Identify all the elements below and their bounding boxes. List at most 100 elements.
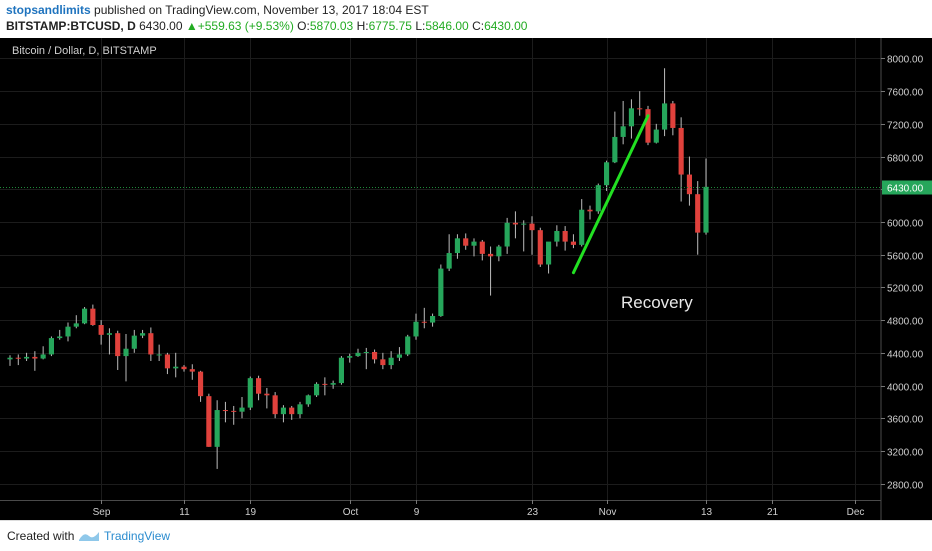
candle[interactable] [612,111,618,164]
candle[interactable] [388,351,394,370]
candle[interactable] [140,329,146,339]
candle[interactable] [504,217,510,254]
candle[interactable] [15,354,21,366]
candle[interactable] [247,376,253,411]
candle[interactable] [338,356,344,385]
candle[interactable] [479,239,485,261]
candle[interactable] [554,225,560,247]
candle[interactable] [363,347,369,370]
candle[interactable] [40,346,46,360]
candle[interactable] [438,264,444,317]
candle[interactable] [355,348,361,357]
candle[interactable] [537,227,543,267]
candle[interactable] [628,99,634,139]
candle[interactable] [604,160,610,191]
candle[interactable] [65,322,71,342]
candle[interactable] [430,313,436,327]
candle[interactable] [164,352,170,375]
candle[interactable] [198,370,204,402]
candle[interactable] [695,181,701,255]
candle[interactable] [123,334,129,382]
candle[interactable] [521,220,527,252]
candle[interactable] [231,405,237,425]
candle[interactable] [98,320,104,345]
author-link[interactable]: stopsandlimits [6,3,91,17]
candle-body-down [488,253,494,257]
candle[interactable] [256,375,262,401]
candle[interactable] [73,315,79,329]
candle[interactable] [570,234,576,249]
candle[interactable] [595,183,601,214]
candle[interactable] [7,355,13,366]
candle[interactable] [686,156,692,206]
candle[interactable] [272,392,278,419]
candle[interactable] [579,199,585,247]
candle[interactable] [173,352,179,378]
candle-body-down [231,410,237,412]
candle[interactable] [421,307,427,329]
candle[interactable] [670,100,676,136]
candle[interactable] [297,401,303,419]
candle[interactable] [305,394,311,407]
candle[interactable] [454,234,460,259]
candlestick-chart[interactable]: 2800.00 3200.00 3600.00 4000.00 4400.00 4800.… [0,38,932,520]
candle[interactable] [703,158,709,235]
candle[interactable] [488,246,494,296]
candle[interactable] [214,400,220,469]
candle[interactable] [82,307,88,325]
candle[interactable] [446,234,452,272]
candle[interactable] [48,336,54,357]
candle[interactable] [413,313,419,340]
candle-body-up [413,321,419,337]
candle[interactable] [620,100,626,145]
candle[interactable] [289,405,295,420]
candle[interactable] [330,380,336,389]
close-value: 6430.00 [484,19,528,33]
candle[interactable] [264,387,270,409]
candle[interactable] [156,344,162,361]
candle[interactable] [562,226,568,251]
candle[interactable] [222,401,228,423]
candle[interactable] [529,216,535,255]
candle[interactable] [653,123,659,144]
candle[interactable] [24,352,30,361]
candle[interactable] [372,349,378,364]
candle[interactable] [32,351,38,371]
candle[interactable] [206,393,212,447]
candle[interactable] [662,68,668,137]
candle[interactable] [115,330,121,370]
candle[interactable] [57,329,63,340]
chart-area[interactable]: 2800.00 3200.00 3600.00 4000.00 4400.00 4800.… [0,38,932,520]
candle[interactable] [189,364,195,380]
candle[interactable] [322,377,328,396]
candle[interactable] [587,205,593,220]
candle[interactable] [496,244,502,262]
candle[interactable] [546,241,552,274]
candle[interactable] [181,365,187,372]
candle[interactable] [637,91,643,116]
low-value: 5846.00 [425,19,469,33]
candle[interactable] [148,327,154,361]
time-axis[interactable]: Sep 11 19 Oct 9 23 Nov 13 21 Dec [93,500,865,518]
candle-body-down [32,356,38,359]
candle[interactable] [471,238,477,257]
candle[interactable] [396,347,402,361]
trendline[interactable] [571,114,650,275]
candle[interactable] [380,352,386,370]
candle[interactable] [239,396,245,419]
tradingview-brand-link[interactable]: TradingView [104,529,171,543]
candle[interactable] [645,105,651,146]
candle[interactable] [90,304,96,326]
candle[interactable] [131,329,137,353]
candle[interactable] [347,353,353,363]
candle-body-up [471,241,477,246]
candle[interactable] [280,405,286,423]
candle[interactable] [463,233,469,250]
candle[interactable] [512,211,518,239]
recovery-annotation[interactable]: Recovery [621,293,693,312]
candle[interactable] [314,382,320,397]
candle-body-up [239,407,245,412]
candle[interactable] [405,334,411,357]
symbol-name[interactable]: BITSTAMP:BTCUSD, D [6,19,136,33]
candle[interactable] [106,328,112,355]
